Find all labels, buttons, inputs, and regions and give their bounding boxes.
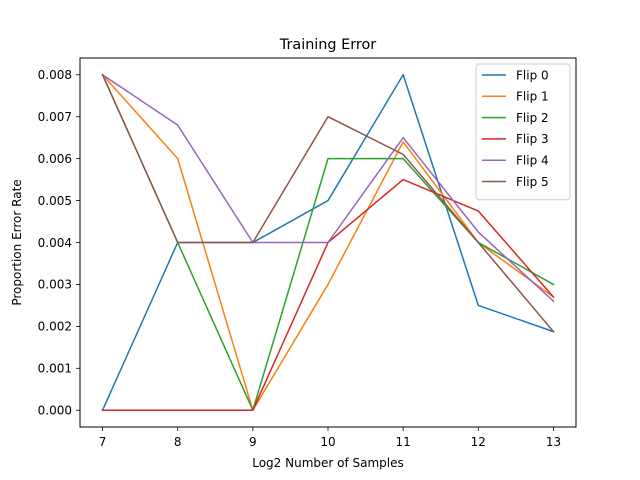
series-layer	[101, 73, 555, 412]
y-tick-label: 0.000	[38, 404, 72, 418]
y-tick-label: 0.007	[38, 110, 72, 124]
legend-box	[475, 63, 571, 201]
legend: Flip 0 Flip 1 Flip 2 Flip 3 Flip 4 Flip 5	[475, 63, 571, 201]
x-axis-label: Log2 Number of Samples	[252, 456, 404, 470]
x-tick-label: 9	[249, 435, 257, 449]
chart-title: Training Error	[279, 37, 377, 53]
series-line-flip-5	[101, 73, 555, 333]
legend-label: Flip 5	[516, 175, 549, 189]
y-tick-label: 0.001	[38, 362, 72, 376]
y-tick-label: 0.004	[38, 236, 72, 250]
y-tick-label: 0.006	[38, 152, 72, 166]
legend-label: Flip 3	[516, 132, 549, 146]
x-tick-label: 13	[546, 435, 561, 449]
x-tick-label: 11	[396, 435, 411, 449]
x-tick-label: 8	[174, 435, 182, 449]
legend-label: Flip 2	[516, 111, 549, 125]
y-axis-label: Proportion Error Rate	[10, 179, 24, 305]
y-axis: 0.000 0.001 0.002 0.003 0.004 0.005 0.006 0.007…	[38, 68, 80, 418]
y-tick-label: 0.002	[38, 320, 72, 334]
x-tick-label: 10	[320, 435, 335, 449]
x-tick-label: 12	[471, 435, 486, 449]
y-tick-label: 0.008	[38, 68, 72, 82]
legend-label: Flip 0	[516, 68, 549, 82]
series-line-flip-4	[101, 73, 555, 303]
x-tick-label: 7	[99, 435, 107, 449]
legend-label: Flip 4	[516, 154, 549, 168]
y-tick-label: 0.005	[38, 194, 72, 208]
legend-label: Flip 1	[516, 90, 549, 104]
x-axis: 7 8 9 10 11 12 13	[99, 427, 561, 449]
axes-frame	[79, 57, 577, 428]
y-tick-label: 0.003	[38, 278, 72, 292]
